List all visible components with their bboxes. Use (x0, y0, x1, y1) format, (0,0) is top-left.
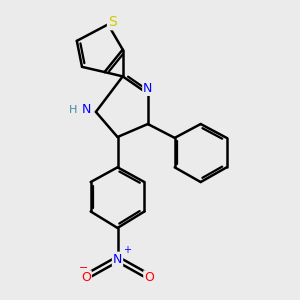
Text: N: N (82, 103, 91, 116)
Text: N: N (113, 253, 122, 266)
Text: +: + (123, 245, 131, 255)
Text: S: S (108, 15, 117, 29)
Text: N: N (143, 82, 152, 95)
Text: −: − (79, 263, 88, 273)
Text: O: O (81, 271, 91, 284)
Text: O: O (144, 271, 154, 284)
Text: H: H (69, 105, 77, 115)
